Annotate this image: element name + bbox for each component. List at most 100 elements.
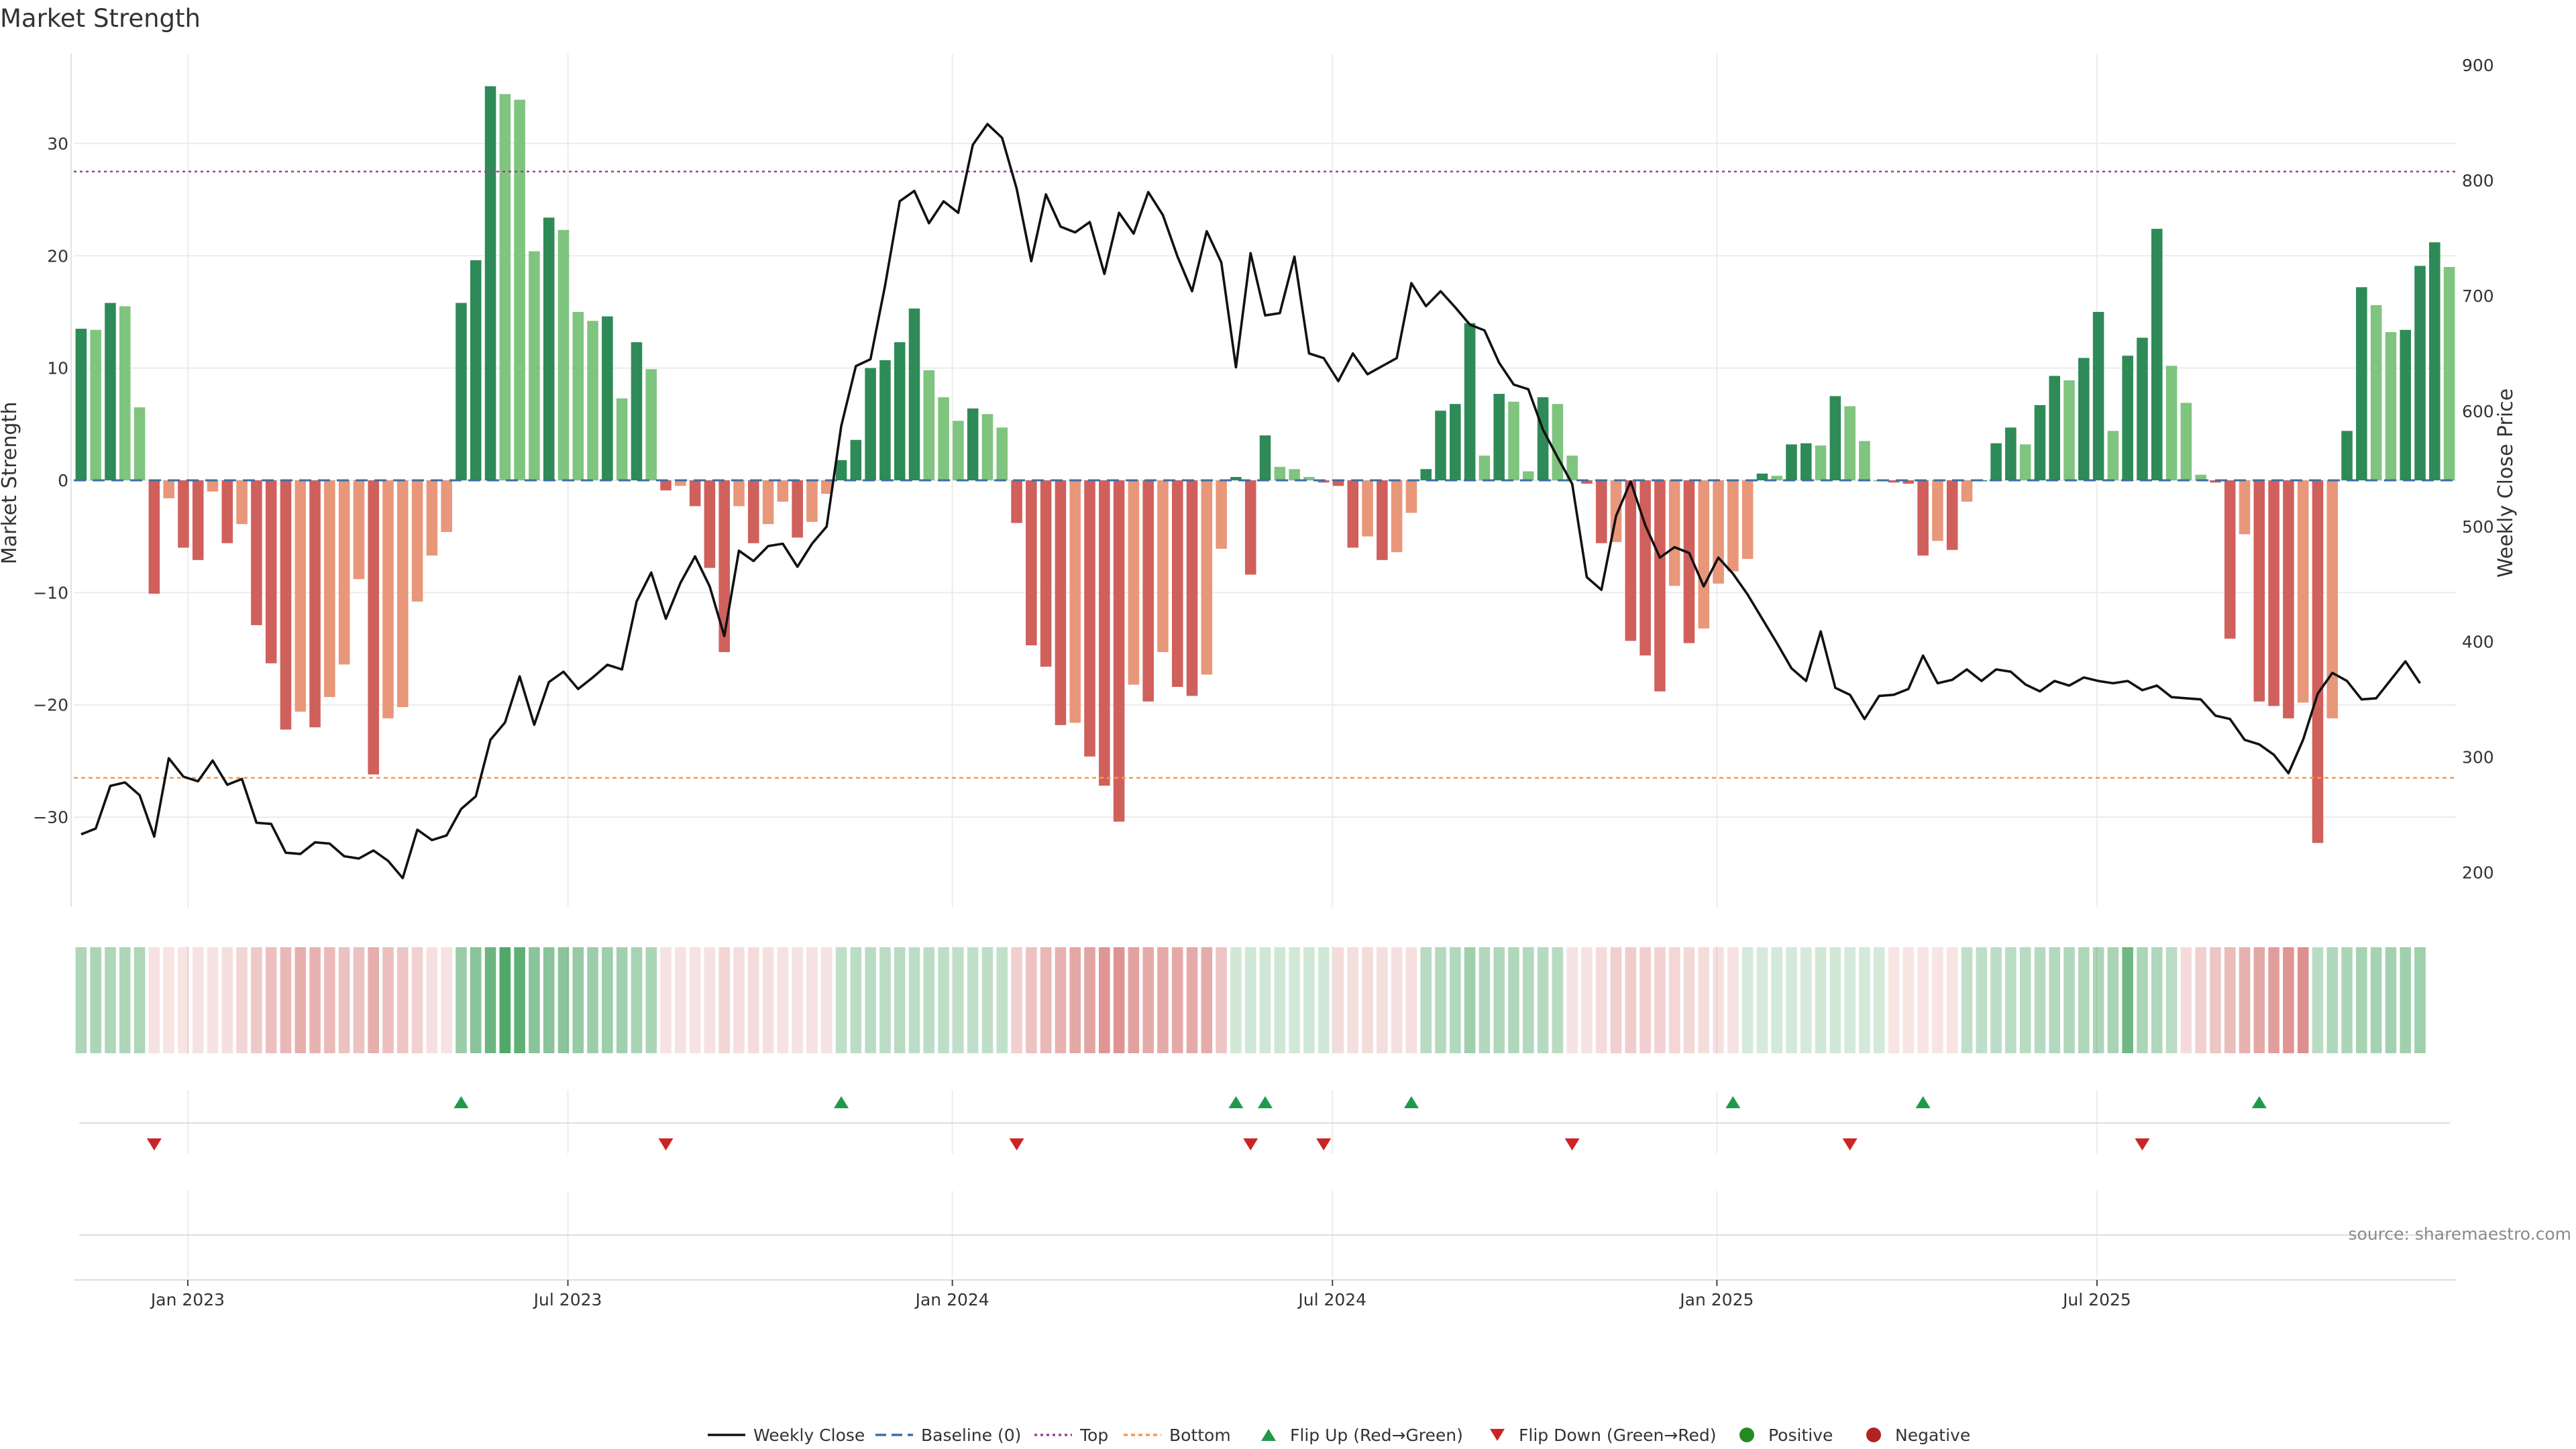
heat-cell [777,947,789,1053]
heat-cell [1464,947,1476,1053]
flip-down-marker [146,1138,162,1150]
heat-cell [1566,947,1578,1053]
legend-label: Top [1079,1426,1108,1445]
flip-up-marker [1403,1096,1419,1108]
flip-up-marker [1915,1096,1931,1108]
legend-item: Top [1034,1426,1108,1445]
heat-cell [1303,947,1315,1053]
heat-cell [119,947,131,1053]
heat-cell [1801,947,1812,1053]
heat-cell [1274,947,1286,1053]
strength-bar [2019,444,2031,480]
heat-cell [2326,947,2339,1053]
strength-bar [543,217,555,480]
strength-bar [835,460,847,480]
heat-cell [2283,947,2294,1053]
strength-bar [1084,480,1095,757]
heat-cell [1844,947,1856,1053]
strength-bar [133,407,146,480]
strength-bar [1011,480,1022,523]
strength-bar [2005,427,2017,480]
heat-cell [133,947,146,1053]
strength-bar [265,480,277,663]
heat-cell [1756,947,1768,1053]
strength-bar [645,369,657,480]
heat-cell [105,947,116,1053]
strength-bar [1420,469,1432,480]
heat-cell [1727,947,1739,1053]
heat-cell [2151,947,2163,1053]
heat-cell [1610,947,1622,1053]
strength-bar [1113,480,1125,822]
legend-dot-icon [1866,1428,1881,1442]
strength-bar [338,480,350,665]
strength-bar [382,480,394,718]
heat-cell [1625,947,1637,1053]
strength-bar [938,397,949,480]
legend-item: Positive [1739,1426,1833,1445]
flip-down-marker [658,1138,674,1150]
strength-bar [1464,323,1476,480]
strength-bar [806,480,818,522]
strength-bar [820,480,833,494]
heat-cell [309,947,321,1053]
heat-cell [2385,947,2397,1053]
flip-up-marker [834,1096,849,1108]
heat-cell [1683,947,1695,1053]
legend-label: Baseline (0) [921,1426,1021,1445]
heat-cell [1581,947,1593,1053]
strength-bar [2253,480,2265,702]
heat-cell [631,947,643,1053]
heat-cell [2210,947,2221,1053]
heat-cell [1128,947,1140,1053]
heat-cell [1026,947,1037,1053]
heat-cell [2137,947,2148,1053]
strength-bar [2268,480,2279,706]
heat-cell [163,947,174,1053]
heat-cell [1171,947,1183,1053]
strength-bar [163,480,174,498]
strength-bar [75,329,87,480]
strength-bar [441,480,452,532]
legend-item: Baseline (0) [875,1426,1021,1445]
heat-cell [1055,947,1067,1053]
strength-bar [865,368,876,480]
heat-cell [280,947,292,1053]
y-tick-label-left: 30 [47,134,68,154]
heat-cell [2034,947,2046,1053]
strength-bar [2224,480,2236,639]
heat-cell [2312,947,2324,1053]
heat-cell [1932,947,1943,1053]
heat-cell [1318,947,1330,1053]
heat-cell [411,947,423,1053]
heat-cell [1976,947,1988,1053]
strength-bar [514,99,525,481]
heat-cell [908,947,920,1053]
heat-cell [850,947,862,1053]
strength-bar [192,480,204,560]
heat-cell [718,947,730,1053]
heat-cell [90,947,101,1053]
flip-markers-panel [79,1096,2450,1150]
heat-cell [2063,947,2075,1053]
y-tick-label-left: 20 [47,246,68,266]
heat-cell [2370,947,2382,1053]
y-axis-label-right: Weekly Close Price [2494,388,2518,578]
strength-bar [2297,480,2309,703]
strength-bar [602,316,613,480]
heat-cell [996,947,1008,1053]
heat-cell [397,947,409,1053]
strength-bar [2092,311,2104,480]
heat-cell [733,947,745,1053]
heat-cell [192,947,204,1053]
strength-bar [426,480,438,556]
y-tick-label-right: 600 [2462,402,2494,421]
heat-cell [2400,947,2412,1053]
strength-bar [529,251,540,480]
strength-bar [2078,358,2090,480]
heat-cell [1537,947,1549,1053]
strength-bar [850,439,862,480]
flip-up-marker [1228,1096,1244,1108]
strength-bar [324,480,335,698]
strength-bar [675,480,686,486]
